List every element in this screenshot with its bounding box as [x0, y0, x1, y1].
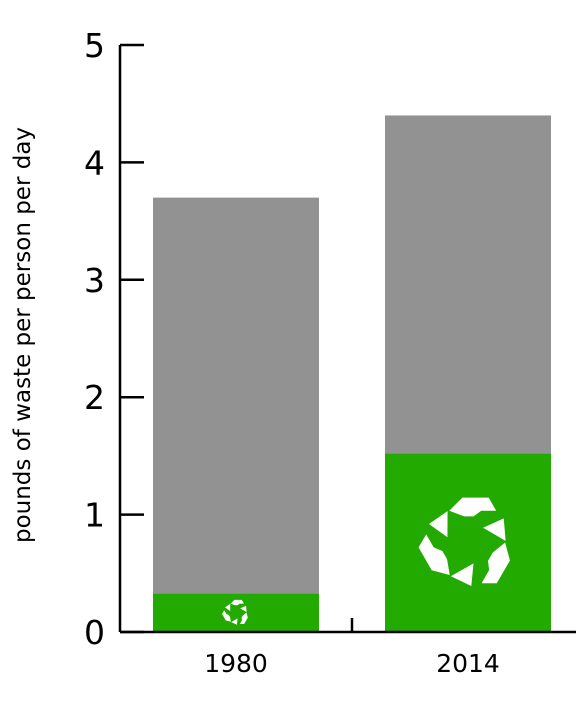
x-axis [120, 618, 576, 634]
y-axis: 0 1 2 3 4 5 [84, 26, 144, 652]
bar-recycled [385, 453, 551, 632]
bar-discarded [153, 197, 319, 594]
x-category-label: 2014 [436, 649, 500, 678]
bars-group: 1980 2014 [153, 115, 551, 678]
bar-recycled [153, 593, 319, 632]
y-tick-label: 4 [84, 143, 105, 182]
y-axis-title: pounds of waste per person per day [10, 127, 36, 543]
y-tick-label: 3 [84, 261, 105, 300]
y-tick-label: 0 [84, 613, 105, 652]
y-tick-label: 5 [84, 26, 105, 65]
y-tick-label: 2 [84, 378, 105, 417]
x-category-label: 1980 [204, 649, 268, 678]
bar-discarded [385, 115, 551, 454]
y-tick-label: 1 [84, 496, 105, 535]
